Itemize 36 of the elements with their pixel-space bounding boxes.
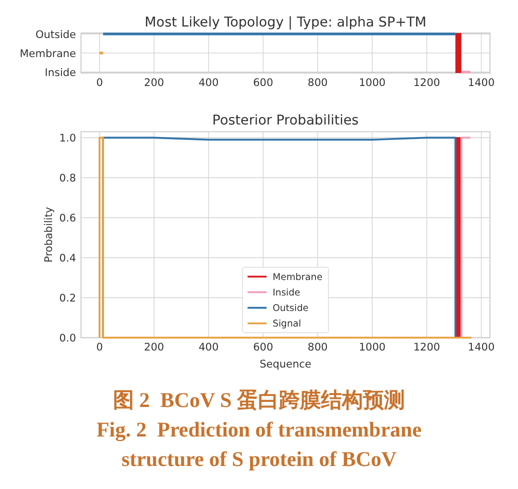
title: Posterior Probabilities xyxy=(212,112,359,128)
x-tick: 1200 xyxy=(413,77,440,89)
x-tick: 600 xyxy=(253,342,274,354)
caption: 图 2 BCoV S 蛋白跨膜结构预测 xyxy=(113,388,405,412)
x-tick: 1000 xyxy=(358,77,386,89)
x-tick: 400 xyxy=(198,342,219,354)
x-tick: 400 xyxy=(198,77,219,89)
x-tick: 1200 xyxy=(413,342,440,354)
y-tick: 0.2 xyxy=(59,292,76,304)
x-tick: 1400 xyxy=(468,342,495,354)
legend-label: Membrane xyxy=(272,272,322,283)
caption: Fig. 2 Prediction of transmembrane xyxy=(96,418,422,442)
x-tick: 800 xyxy=(308,342,328,354)
caption: structure of S protein of BCoV xyxy=(121,447,397,471)
y-tick: Inside xyxy=(44,66,76,79)
y-tick: 1.0 xyxy=(59,132,76,144)
y-tick: 0.6 xyxy=(59,212,76,224)
y-tick: Outside xyxy=(35,28,76,41)
x-tick: 1400 xyxy=(468,77,495,89)
y-tick: Membrane xyxy=(20,48,76,60)
x-tick: 1000 xyxy=(358,342,386,354)
x-tick: 200 xyxy=(144,342,164,354)
ylabel: Probability xyxy=(43,206,55,262)
y-tick: 0.8 xyxy=(59,172,76,184)
x-tick: 600 xyxy=(253,77,274,89)
xlabel: Sequence xyxy=(260,358,312,371)
x-tick: 800 xyxy=(308,77,328,89)
title: Most Likely Topology | Type: alpha SP+TM xyxy=(144,14,426,30)
legend-label: Outside xyxy=(272,303,308,314)
x-tick: 200 xyxy=(144,77,164,89)
x-tick: 0 xyxy=(96,77,103,89)
legend-label: Signal xyxy=(272,318,302,330)
x-tick: 0 xyxy=(96,342,103,354)
y-tick: 0.4 xyxy=(59,252,76,264)
legend-label: Inside xyxy=(272,288,300,298)
y-tick: 0.0 xyxy=(59,332,76,344)
